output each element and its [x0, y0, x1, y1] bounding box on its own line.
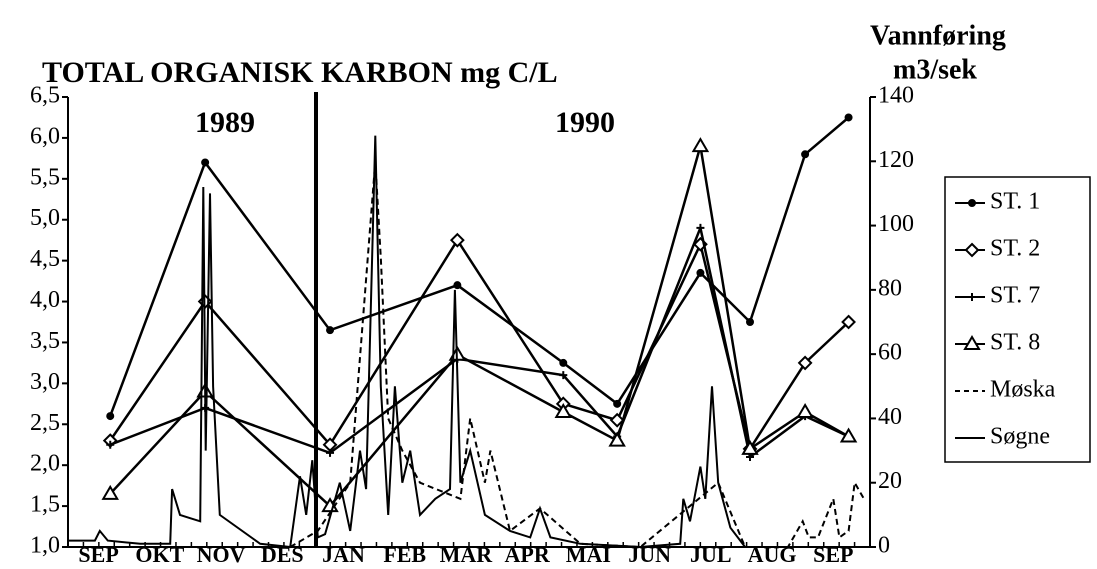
marker: [106, 440, 115, 449]
marker: [968, 293, 976, 301]
y-tick-label: 1,5: [30, 492, 60, 518]
marker: [101, 484, 119, 500]
y2-tick-label: 60: [878, 340, 902, 366]
marker: [696, 268, 705, 277]
series-line: [109, 223, 850, 460]
y-tick-label: 2,0: [30, 451, 60, 477]
legend-label: ST. 1: [990, 189, 1040, 215]
marker: [797, 355, 813, 371]
y2-tick-label: 120: [878, 147, 914, 173]
marker: [741, 439, 759, 455]
marker: [964, 242, 980, 258]
marker: [796, 403, 814, 418]
marker: [326, 326, 335, 335]
marker: [801, 150, 810, 159]
series-line: [109, 116, 850, 417]
x-tick-label: JAN: [322, 542, 365, 567]
marker: [608, 431, 626, 447]
annotation: 1989: [195, 106, 255, 139]
legend-label: ST. 8: [990, 330, 1040, 356]
x-tick-label: APR: [505, 542, 551, 567]
legend-label: ST. 2: [990, 236, 1040, 262]
legend-label: Søgne: [990, 424, 1050, 450]
marker: [609, 412, 625, 428]
y-tick-label: 3,0: [30, 369, 60, 395]
annotation: 1990: [555, 106, 615, 139]
marker: [746, 318, 755, 326]
x-tick-label: MAI: [566, 542, 611, 567]
series-line: [68, 135, 746, 549]
chart-title: TOTAL ORGANISK KARBON mg C/L: [42, 56, 558, 89]
y2-tick-label: 100: [878, 211, 914, 237]
marker: [839, 427, 858, 443]
y2-tick-label: 0: [878, 533, 890, 559]
x-tick-label: MAR: [440, 542, 494, 567]
marker: [559, 358, 568, 367]
y2-axis-label: m3/sek: [893, 54, 977, 85]
series-line: [109, 145, 850, 508]
y2-axis-label: Vannføring: [870, 20, 1006, 51]
marker: [559, 371, 568, 380]
x-tick-label: JUL: [690, 542, 732, 567]
legend: [944, 176, 1091, 463]
legend-label: Møska: [990, 377, 1056, 403]
marker: [844, 113, 853, 122]
marker: [691, 137, 710, 153]
marker: [968, 199, 976, 207]
y-tick-label: 6,0: [30, 123, 60, 149]
marker: [449, 232, 465, 248]
marker: [106, 412, 115, 421]
y2-tick-label: 40: [878, 404, 902, 430]
y-tick-label: 2,5: [30, 410, 60, 436]
y2-tick-label: 20: [878, 468, 902, 494]
marker: [613, 399, 622, 408]
y2-tick-label: 140: [878, 83, 914, 109]
marker: [326, 448, 335, 457]
legend-label: ST. 7: [990, 283, 1040, 309]
marker: [201, 158, 210, 167]
x-tick-label: FEB: [383, 542, 426, 567]
series-line: [109, 237, 850, 452]
y-tick-label: 5,5: [30, 164, 60, 190]
marker: [453, 281, 462, 290]
y2-tick-label: 80: [878, 275, 902, 301]
y-tick-label: 3,5: [30, 328, 60, 354]
marker: [554, 403, 573, 418]
y-tick-label: 5,0: [30, 205, 60, 231]
y-tick-label: 6,5: [30, 83, 60, 109]
marker: [963, 335, 981, 350]
y-tick-label: 4,5: [30, 246, 60, 272]
x-tick-label: SEP: [813, 542, 853, 567]
marker: [841, 314, 856, 330]
y-tick-label: 4,0: [30, 287, 60, 313]
y-tick-label: 1,0: [30, 533, 60, 559]
marker: [696, 223, 705, 232]
